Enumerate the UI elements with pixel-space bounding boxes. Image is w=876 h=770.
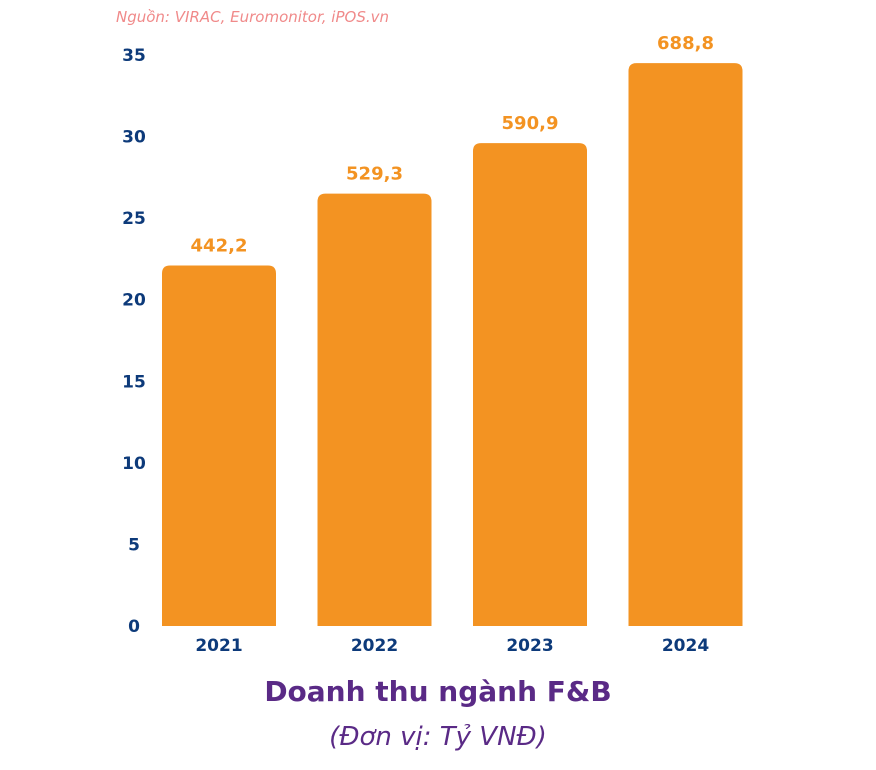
y-tick-label: 15: [122, 372, 146, 392]
y-tick-label: 20: [122, 291, 146, 311]
y-tick-label: 0: [128, 617, 140, 637]
bar-2024: [628, 63, 743, 626]
chart-title: Doanh thu ngành F&B: [264, 675, 612, 708]
y-tick-label: 5: [128, 535, 140, 555]
data-label-2021: 442,2: [191, 235, 248, 256]
y-tick-label: 25: [122, 209, 146, 229]
data-label-2022: 529,3: [346, 164, 403, 185]
bar-chart: 0 5 10 15 20 25 30 35 442,2 2021 529,3 2022 590,9 202…: [122, 33, 743, 656]
y-tick-label: 30: [122, 128, 146, 148]
x-tick-label-2022: 2022: [351, 636, 398, 656]
x-tick-label-2023: 2023: [506, 636, 553, 656]
data-label-2023: 590,9: [502, 113, 559, 134]
x-tick-label-2021: 2021: [195, 636, 242, 656]
source-note: Nguồn: VIRAC, Euromonitor, iPOS.vn: [116, 8, 390, 26]
y-tick-label: 35: [122, 46, 146, 66]
bar-2022: [317, 193, 432, 626]
x-tick-label-2024: 2024: [662, 636, 709, 656]
chart-subtitle: (Đơn vị: Tỷ VNĐ): [329, 722, 547, 752]
y-tick-label: 10: [122, 454, 146, 474]
data-label-2024: 688,8: [657, 33, 714, 54]
bar-2021: [162, 265, 276, 626]
bar-2023: [473, 143, 587, 626]
